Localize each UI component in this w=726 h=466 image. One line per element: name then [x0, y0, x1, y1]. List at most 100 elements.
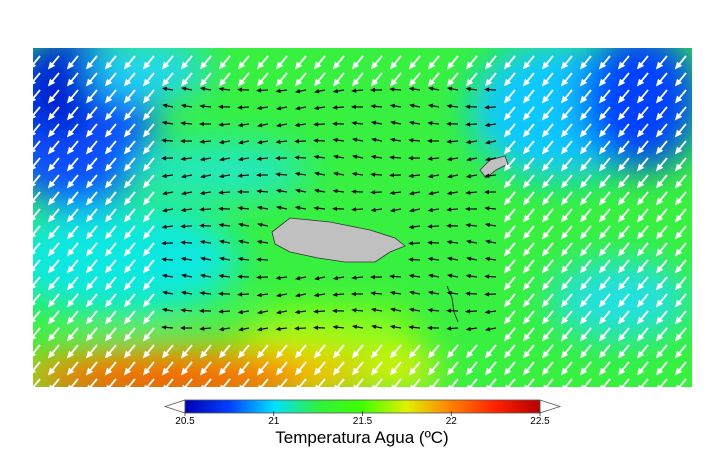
current-arrowhead — [66, 78, 75, 87]
current-arrowhead — [429, 384, 433, 387]
current-arrowhead — [180, 308, 186, 313]
current-arrowhead — [598, 265, 607, 274]
current-arrowhead — [522, 282, 531, 291]
current-arrowhead — [237, 256, 243, 262]
current-arrowhead — [123, 214, 132, 223]
current-arrowhead — [465, 223, 471, 228]
current-arrowhead — [674, 95, 683, 104]
current-arrowhead — [503, 265, 512, 274]
current-arrowhead — [560, 231, 569, 240]
current-arrowhead — [503, 333, 512, 342]
current-arrowhead — [33, 267, 37, 272]
current-arrowhead — [446, 367, 455, 376]
current-arrowhead — [655, 333, 664, 342]
current-arrowhead — [314, 89, 320, 94]
current-arrowhead — [123, 282, 132, 291]
current-arrowhead — [218, 350, 227, 359]
current-arrowhead — [351, 171, 357, 177]
current-arrowhead — [427, 103, 434, 109]
current-arrowhead — [655, 367, 664, 376]
current-arrowhead — [655, 61, 664, 70]
current-arrowhead — [389, 367, 398, 376]
current-arrowhead — [180, 173, 187, 179]
current-arrowhead — [617, 350, 626, 359]
current-arrowhead — [294, 139, 300, 144]
current-arrowhead — [313, 122, 319, 127]
current-arrowhead — [655, 248, 664, 257]
current-arrowhead — [541, 367, 550, 376]
current-arrowhead — [294, 61, 303, 70]
current-arrowhead — [33, 386, 34, 387]
current-arrowhead — [351, 189, 357, 194]
current-arrowhead — [199, 223, 205, 228]
current-arrowhead — [522, 197, 531, 206]
current-arrowhead — [446, 121, 452, 127]
current-arrowhead — [522, 333, 531, 342]
colorbar — [163, 399, 562, 416]
current-arrowhead — [351, 367, 360, 376]
current-arrowhead — [541, 350, 550, 359]
current-arrowhead — [655, 112, 664, 121]
current-arrowhead — [408, 224, 414, 230]
current-arrowhead — [465, 291, 471, 296]
current-arrowhead — [446, 326, 452, 331]
current-arrowhead — [237, 350, 246, 359]
current-arrowhead — [47, 248, 56, 257]
current-arrowhead — [598, 180, 607, 189]
current-arrowhead — [104, 350, 113, 359]
current-arrowhead — [161, 86, 168, 92]
current-arrowhead — [655, 78, 664, 87]
current-arrowhead — [674, 163, 683, 172]
current-arrowhead — [295, 293, 301, 298]
current-arrowhead — [562, 384, 566, 387]
current-arrowhead — [446, 350, 455, 359]
current-arrowhead — [541, 197, 550, 206]
current-arrowhead — [617, 265, 626, 274]
current-arrowhead — [163, 384, 167, 387]
current-arrowhead — [598, 112, 607, 121]
current-arrowhead — [389, 155, 395, 160]
current-arrowhead — [142, 180, 151, 189]
current-arrow — [165, 378, 174, 387]
current-arrowhead — [334, 384, 338, 387]
current-arrow — [602, 378, 611, 387]
current-arrowhead — [617, 214, 626, 223]
current-arrowhead — [655, 163, 664, 172]
current-arrowhead — [66, 129, 75, 138]
current-arrowhead — [655, 180, 664, 189]
current-arrowhead — [427, 256, 433, 262]
current-arrowhead — [579, 129, 588, 138]
current-arrowhead — [332, 61, 341, 70]
current-arrowhead — [47, 61, 56, 70]
current-arrowhead — [522, 61, 531, 70]
current-arrowhead — [296, 384, 300, 387]
current-arrowhead — [294, 326, 300, 331]
current-arrowhead — [351, 275, 357, 280]
current-arrowhead — [503, 163, 512, 172]
colorbar-tick-label: 22 — [446, 416, 458, 427]
current-arrowhead — [636, 180, 645, 189]
current-arrowhead — [560, 180, 569, 189]
current-arrowhead — [332, 367, 341, 376]
current-arrowhead — [218, 222, 224, 228]
current-arrowhead — [503, 61, 512, 70]
current-arrowhead — [199, 86, 206, 92]
current-arrowhead — [332, 324, 338, 330]
current-arrow — [488, 378, 497, 387]
current-arrowhead — [370, 104, 376, 109]
current-arrowhead — [104, 299, 113, 308]
current-arrowhead — [85, 180, 94, 189]
current-arrowhead — [427, 138, 433, 144]
current-arrowhead — [636, 78, 645, 87]
current-arrowhead — [408, 61, 417, 70]
current-arrowhead — [579, 316, 588, 325]
current-arrowhead — [389, 324, 396, 330]
current-arrowhead — [484, 309, 490, 315]
current-arrowhead — [68, 384, 72, 387]
current-arrowhead — [33, 284, 37, 289]
current-arrowhead — [560, 163, 569, 172]
current-arrowhead — [427, 61, 436, 70]
current-arrow — [678, 378, 687, 387]
current-arrowhead — [541, 163, 550, 172]
